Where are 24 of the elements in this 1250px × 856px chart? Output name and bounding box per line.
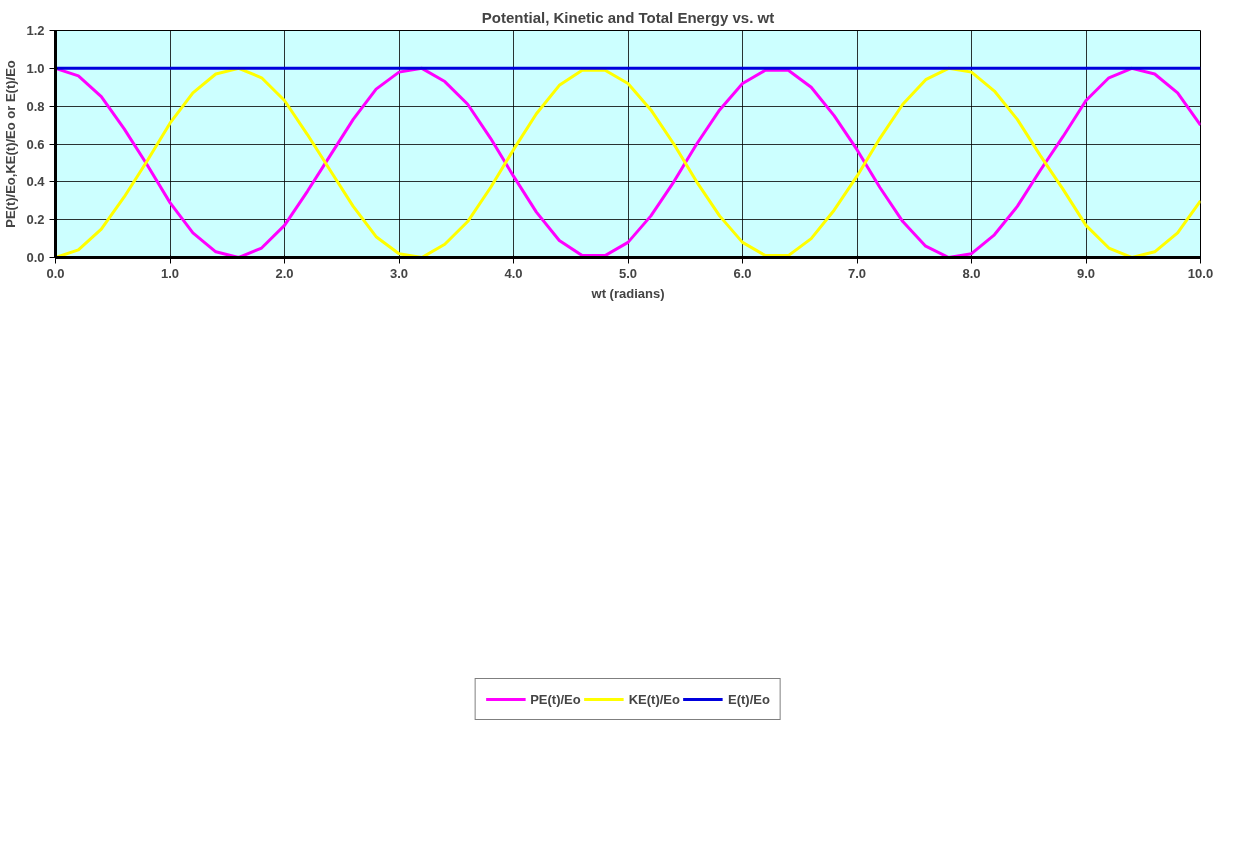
x-tick-label: 10.0 bbox=[1187, 265, 1214, 281]
legend-label: E(t)/Eo bbox=[727, 691, 770, 707]
x-tick-label: 6.0 bbox=[733, 265, 752, 281]
y-tick-label: 1.2 bbox=[26, 23, 45, 38]
chart-title: Potential, Kinetic and Total Energy vs. wt bbox=[481, 8, 775, 26]
y-tick-label: 1.0 bbox=[26, 60, 45, 76]
x-tick-label: 2.0 bbox=[275, 265, 294, 281]
x-axis-title: wt (radians) bbox=[590, 285, 665, 301]
legend-label: KE(t)/Eo bbox=[628, 691, 680, 707]
y-tick-label: 0.8 bbox=[26, 98, 45, 114]
x-tick-label: 3.0 bbox=[389, 265, 409, 281]
x-tick-label: 0.0 bbox=[46, 265, 65, 281]
y-tick-label: 0.2 bbox=[26, 212, 45, 228]
x-tick-label: 9.0 bbox=[1076, 265, 1096, 281]
y-axis-title: PE(t)/Eo,KE(t)/Eo or E(t)/Eo bbox=[3, 60, 19, 228]
legend-label: PE(t)/Eo bbox=[530, 691, 581, 707]
x-tick-label: 5.0 bbox=[618, 265, 638, 281]
y-tick-label: 0.4 bbox=[26, 174, 46, 190]
x-tick-label: 7.0 bbox=[847, 265, 867, 281]
y-tick-label: 0.0 bbox=[26, 250, 45, 265]
x-tick-label: 1.0 bbox=[160, 265, 180, 281]
x-tick-label: 8.0 bbox=[962, 265, 981, 281]
x-tick-label: 4.0 bbox=[504, 265, 523, 281]
y-tick-label: 0.6 bbox=[26, 136, 45, 152]
